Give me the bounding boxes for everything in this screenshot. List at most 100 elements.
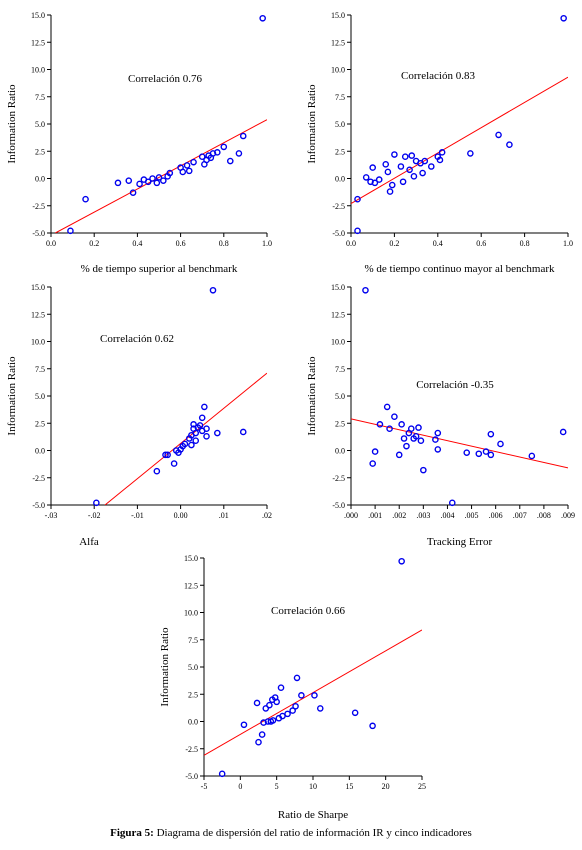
data-point bbox=[382, 161, 390, 168]
data-point bbox=[391, 413, 398, 421]
x-axis-title: Ratio de Sharpe bbox=[278, 809, 348, 821]
x-tick-label: 0.4 bbox=[433, 239, 443, 248]
x-tick-label: 20 bbox=[382, 782, 390, 791]
data-point bbox=[153, 467, 161, 475]
data-point bbox=[114, 179, 122, 187]
data-point bbox=[560, 14, 567, 22]
x-tick-label: .02 bbox=[262, 511, 272, 520]
data-point bbox=[220, 143, 228, 151]
y-tick-label: 0.0 bbox=[335, 175, 345, 184]
data-point bbox=[266, 701, 273, 709]
data-point bbox=[166, 169, 174, 177]
data-point bbox=[198, 153, 206, 160]
x-tick-label: -5 bbox=[201, 782, 208, 791]
data-point bbox=[388, 181, 396, 189]
data-point bbox=[559, 428, 567, 436]
data-point bbox=[386, 425, 393, 433]
y-tick-label: 2.5 bbox=[335, 419, 345, 428]
x-tick-label: -.01 bbox=[131, 511, 144, 520]
y-tick-label: 5.0 bbox=[188, 663, 198, 672]
y-tick-label: -2.5 bbox=[32, 474, 45, 483]
y-tick-label: 10.0 bbox=[331, 338, 345, 347]
x-tick-label: .006 bbox=[489, 511, 503, 520]
data-point bbox=[417, 437, 425, 444]
data-point bbox=[239, 132, 247, 140]
x-tick-label: 15 bbox=[345, 782, 353, 791]
data-point bbox=[269, 717, 277, 724]
correlation-annotation: Correlación 0.83 bbox=[401, 70, 475, 82]
x-tick-label: 5 bbox=[275, 782, 279, 791]
y-tick-label: 15.0 bbox=[331, 11, 345, 20]
data-point bbox=[398, 421, 405, 428]
y-tick-label: -2.5 bbox=[332, 202, 345, 211]
y-tick-label: 7.5 bbox=[335, 365, 345, 374]
y-tick-label: 12.5 bbox=[184, 581, 198, 590]
figure-caption: Figura 5: Diagrama de dispersión del rat… bbox=[0, 827, 582, 839]
x-axis-title: Tracking Error bbox=[427, 536, 493, 548]
x-tick-label: 0.0 bbox=[346, 239, 356, 248]
y-tick-label: 0.0 bbox=[35, 175, 45, 184]
data-point bbox=[160, 177, 167, 184]
x-tick-label: -.03 bbox=[45, 511, 58, 520]
x-tick-label: 0.6 bbox=[476, 239, 486, 248]
caption-label: Figura 5: bbox=[110, 827, 154, 839]
y-tick-label: -5.0 bbox=[32, 501, 45, 510]
y-axis-title: Information Ratio bbox=[6, 356, 18, 436]
data-point bbox=[214, 149, 221, 156]
x-tick-label: 1.0 bbox=[262, 239, 272, 248]
data-point bbox=[384, 168, 392, 176]
y-axis-title: Information Ratio bbox=[306, 356, 318, 436]
x-tick-label: .003 bbox=[416, 511, 430, 520]
y-tick-label: 7.5 bbox=[188, 636, 198, 645]
data-point bbox=[311, 692, 318, 699]
y-tick-label: 12.5 bbox=[331, 38, 345, 47]
data-point bbox=[438, 149, 446, 156]
data-point bbox=[262, 705, 270, 712]
data-point bbox=[203, 433, 210, 440]
y-tick-label: 12.5 bbox=[331, 310, 345, 319]
correlation-annotation: Correlación -0.35 bbox=[416, 379, 494, 391]
data-point bbox=[436, 156, 444, 164]
data-point bbox=[420, 466, 427, 474]
data-point bbox=[397, 163, 405, 170]
y-tick-label: 10.0 bbox=[31, 66, 45, 75]
data-point bbox=[284, 710, 291, 718]
x-tick-label: 0.0 bbox=[46, 239, 56, 248]
data-point bbox=[412, 433, 420, 440]
data-point bbox=[391, 151, 398, 158]
data-point bbox=[407, 425, 415, 433]
data-point bbox=[82, 195, 89, 203]
data-point bbox=[67, 227, 74, 235]
y-tick-label: 7.5 bbox=[35, 93, 45, 102]
data-point bbox=[398, 557, 405, 565]
data-point bbox=[293, 674, 301, 682]
data-point bbox=[185, 167, 193, 175]
data-point bbox=[421, 157, 429, 165]
data-point bbox=[240, 721, 248, 729]
data-point bbox=[209, 286, 217, 294]
x-tick-label: .009 bbox=[561, 511, 575, 520]
y-tick-label: 0.0 bbox=[188, 718, 198, 727]
data-point bbox=[316, 705, 324, 712]
data-point bbox=[181, 440, 189, 448]
y-tick-label: 12.5 bbox=[31, 38, 45, 47]
y-tick-label: 0.0 bbox=[35, 447, 45, 456]
x-tick-label: .007 bbox=[513, 511, 527, 520]
y-axis-title: Information Ratio bbox=[159, 627, 171, 707]
data-point bbox=[192, 429, 200, 437]
data-point bbox=[406, 166, 413, 174]
x-tick-label: 0.8 bbox=[520, 239, 530, 248]
data-point bbox=[408, 152, 416, 159]
data-point bbox=[434, 446, 442, 453]
data-point bbox=[190, 421, 197, 428]
regression-line bbox=[351, 76, 568, 205]
x-tick-label: 1.0 bbox=[563, 239, 573, 248]
data-point bbox=[401, 153, 409, 160]
data-point bbox=[403, 442, 410, 450]
x-tick-label: .000 bbox=[344, 511, 358, 520]
data-point bbox=[528, 452, 536, 460]
y-tick-label: 15.0 bbox=[31, 11, 45, 20]
data-point bbox=[235, 150, 243, 157]
y-tick-label: 12.5 bbox=[31, 310, 45, 319]
